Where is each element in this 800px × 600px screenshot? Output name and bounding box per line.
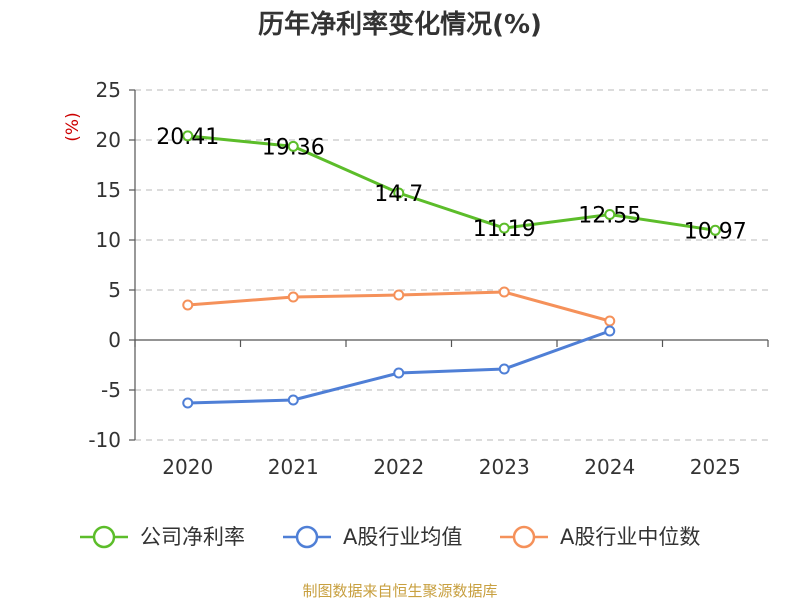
- y-tick-label: 25: [96, 78, 121, 102]
- series-point-1: [287, 394, 299, 406]
- series-line-1: [187, 329, 611, 405]
- series-point-0: [498, 222, 510, 234]
- source-footer: 制图数据来自恒生聚源数据库: [302, 582, 497, 600]
- legend-item-1[interactable]: A股行业均值: [283, 525, 462, 549]
- legend-marker: [92, 525, 116, 549]
- axes: 25 20 15 10 5 0 -5 -10 2020 2021 2022 2023 2024 2025: [88, 78, 769, 479]
- y-tick-label: 15: [96, 178, 121, 202]
- series-point-0: [182, 130, 194, 142]
- chart-title: 历年净利率变化情况(%): [258, 9, 542, 40]
- legend: 公司净利率 A股行业均值 A股行业中位数: [80, 525, 700, 549]
- series-point-0: [604, 209, 616, 220]
- x-tick-label: 2024: [584, 455, 635, 479]
- series-point-2: [287, 291, 299, 303]
- series-line-0: [187, 134, 716, 232]
- y-tick-label: 10: [96, 228, 121, 252]
- legend-label: A股行业均值: [343, 525, 462, 549]
- data-label: 12.55: [578, 204, 641, 229]
- x-tick-label: 2025: [690, 455, 741, 479]
- x-tick-label: 2020: [162, 455, 213, 479]
- legend-label: A股行业中位数: [560, 525, 700, 549]
- legend-marker: [512, 525, 536, 549]
- y-tick-label: 5: [108, 278, 121, 302]
- series-point-2: [604, 315, 616, 327]
- y-tick-label: 20: [96, 128, 121, 152]
- series-point-0: [287, 140, 299, 152]
- data-label: 20.41: [156, 125, 219, 150]
- grid-lines: [135, 89, 768, 441]
- legend-item-0[interactable]: 公司净利率: [80, 525, 245, 549]
- series-point-1: [498, 363, 510, 375]
- x-tick-label: 2021: [268, 455, 319, 479]
- series-point-0: [709, 224, 721, 236]
- x-tick-label: 2022: [373, 455, 424, 479]
- series-point-2: [498, 286, 510, 298]
- series-point-1: [393, 367, 405, 379]
- data-label: 10.97: [684, 219, 747, 244]
- series-layer: [182, 130, 721, 409]
- series-point-2: [393, 289, 405, 301]
- series-point-1: [182, 397, 194, 409]
- legend-label: 公司净利率: [140, 525, 245, 549]
- data-label: 14.7: [374, 182, 423, 207]
- data-label: 11.19: [473, 217, 536, 242]
- legend-item-2[interactable]: A股行业中位数: [500, 525, 700, 549]
- series-point-1: [604, 325, 616, 337]
- y-tick-label: -10: [88, 428, 121, 452]
- y-tick-label: 0: [108, 328, 121, 352]
- data-label: 19.36: [262, 135, 325, 160]
- legend-marker: [295, 525, 319, 549]
- series-point-0: [393, 187, 405, 199]
- x-tick-label: 2023: [479, 455, 530, 479]
- data-labels: 20.41 19.36 14.7 11.19 12.55 10.97: [156, 125, 746, 244]
- y-axis-unit: (%): [63, 112, 83, 141]
- series-point-2: [182, 299, 194, 311]
- y-tick-label: -5: [101, 378, 121, 402]
